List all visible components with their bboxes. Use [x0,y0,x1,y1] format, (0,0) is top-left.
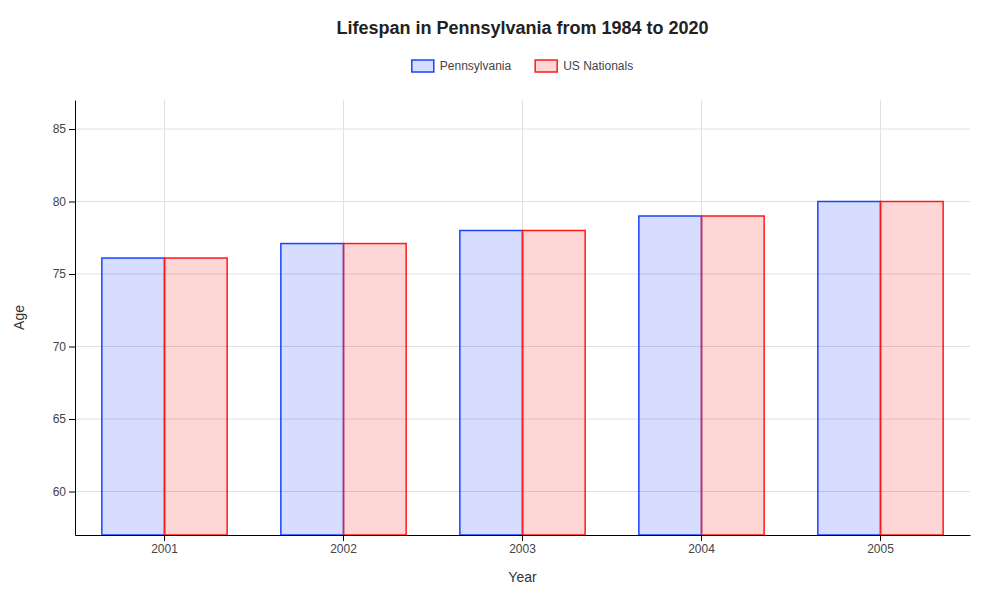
x-tick: 2004 [688,535,715,556]
bar [702,216,765,535]
bar-series [102,202,881,536]
y-tick-mark [69,492,75,493]
y-tick: 70 [53,340,75,354]
bars [102,202,943,536]
bar [281,244,344,535]
x-tick-mark [164,535,165,541]
bar [881,202,944,536]
legend-item: Pennsylvania [412,59,512,73]
y-axis-title: Age [11,305,27,330]
legend-label: Pennsylvania [440,59,512,73]
y-tick-label: 85 [53,122,67,136]
x-tick-label: 2002 [330,542,357,556]
legend: Pennsylvania US Nationals [412,59,633,73]
y-tick: 80 [53,195,75,209]
y-tick-mark [69,202,75,203]
bar-series [165,202,944,536]
bar [102,258,165,535]
y-tick-label: 80 [53,195,67,209]
y-tick-label: 70 [53,340,67,354]
legend-swatch [535,60,557,72]
y-tick-mark [69,419,75,420]
x-tick-label: 2005 [867,542,894,556]
y-tick: 60 [53,485,75,499]
y-tick-label: 60 [53,485,67,499]
x-tick: 2001 [151,535,178,556]
x-tick-mark [880,535,881,541]
legend-swatch [412,60,434,72]
legend-item: US Nationals [535,59,633,73]
y-axis: 60 65 70 75 80 85 [53,101,76,536]
y-tick: 65 [53,412,75,426]
x-axis-title: Year [508,569,537,585]
y-tick-mark [69,347,75,348]
x-tick: 2005 [867,535,894,556]
x-axis: 2001 2002 2003 2004 2005 [76,535,971,556]
legend-label: US Nationals [563,59,633,73]
bar [523,231,586,536]
y-tick-label: 65 [53,412,67,426]
x-tick-mark [343,535,344,541]
plot: 2001 2002 2003 2004 2005 60 65 70 75 80 85 [53,100,971,556]
x-tick-label: 2003 [509,542,536,556]
y-tick: 75 [53,267,75,281]
x-tick-mark [522,535,523,541]
y-tick: 85 [53,122,75,136]
bar [818,202,881,536]
chart: 2001 2002 2003 2004 2005 60 65 70 75 80 85 Year Age L… [0,0,1000,600]
y-tick-mark [69,129,75,130]
x-tick-label: 2001 [151,542,178,556]
x-tick: 2003 [509,535,536,556]
y-tick-mark [69,274,75,275]
x-tick-label: 2004 [688,542,715,556]
grid [75,100,970,535]
x-tick-mark [701,535,702,541]
bar [639,216,702,535]
bar [460,231,523,536]
y-axis-line [75,101,76,536]
title: Lifespan in Pennsylvania from 1984 to 20… [336,18,708,38]
bar [344,244,407,535]
x-tick: 2002 [330,535,357,556]
bar [165,258,228,535]
y-tick-label: 75 [53,267,67,281]
